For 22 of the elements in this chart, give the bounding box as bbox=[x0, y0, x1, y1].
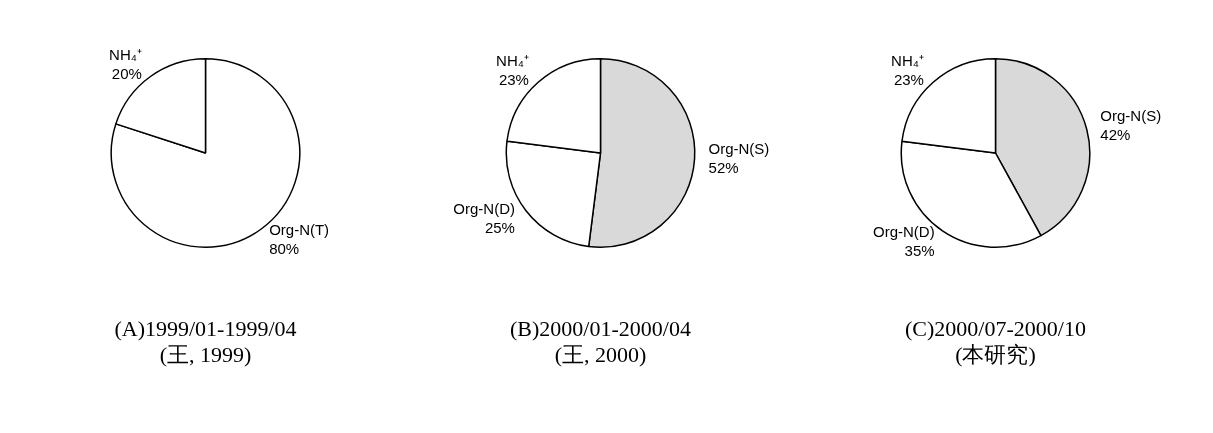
data-label: 23% bbox=[498, 71, 529, 89]
slice-label: NH₄⁺ bbox=[891, 52, 924, 70]
text: (王, 2000) bbox=[553, 342, 648, 368]
slice-label: NH₄⁺ bbox=[109, 46, 142, 64]
data-label: 52% bbox=[708, 159, 739, 177]
data-label: 35% bbox=[904, 242, 935, 260]
text: (A)1999/01-1999/04 bbox=[113, 316, 298, 342]
text: (王, 1999) bbox=[158, 342, 253, 368]
data-label: 20% bbox=[111, 65, 142, 83]
slice-label: Org-N(D) bbox=[873, 223, 935, 241]
slice-label: Org-N(T) bbox=[269, 221, 330, 239]
data-label: 80% bbox=[269, 240, 300, 258]
data-label: 23% bbox=[893, 71, 924, 89]
slice-label: Org-N(D) bbox=[453, 199, 515, 217]
slice-label: Org-N(S) bbox=[708, 140, 770, 158]
data-label: 42% bbox=[1100, 125, 1131, 143]
data-label: 25% bbox=[484, 218, 515, 236]
text: (B)2000/01-2000/04 bbox=[509, 316, 692, 342]
text: (C)2000/07-2000/10 bbox=[904, 316, 1087, 342]
slice-label: Org-N(S) bbox=[1100, 106, 1162, 124]
slice-label: NH₄⁺ bbox=[496, 52, 529, 70]
text: (本研究) bbox=[954, 342, 1037, 368]
